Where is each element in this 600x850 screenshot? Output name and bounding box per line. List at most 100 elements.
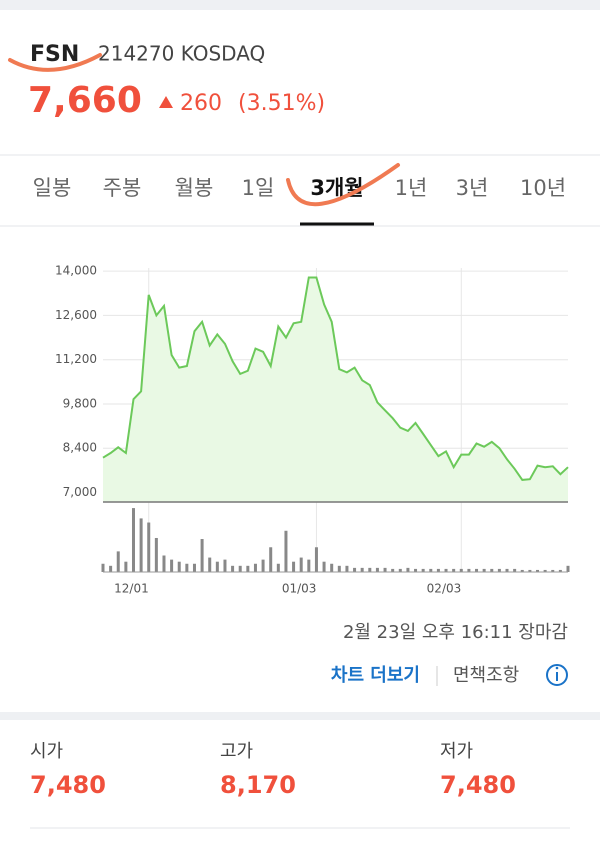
volume-bar	[391, 568, 395, 572]
x-tick-label: 12/01	[114, 582, 149, 596]
y-tick-label: 12,600	[55, 308, 97, 322]
volume-bar	[261, 559, 265, 572]
volume-bar	[421, 568, 425, 572]
volume-bar	[215, 561, 219, 572]
volume-bar	[284, 530, 288, 572]
tab[interactable]: 1일	[242, 176, 275, 200]
volume-bar	[139, 518, 143, 572]
volume-bar	[223, 559, 227, 572]
change: 260	[180, 91, 222, 116]
stat-value: 7,480	[440, 771, 516, 799]
stock-code: 214270 KOSDAQ	[98, 42, 265, 66]
x-tick-label: 02/03	[427, 582, 462, 596]
volume-bar	[231, 565, 235, 572]
volume-bar	[558, 569, 562, 572]
volume-bar	[436, 568, 440, 572]
volume-bar	[490, 568, 494, 572]
stat-label: 고가	[220, 741, 253, 762]
volume-bar	[414, 568, 418, 572]
volume-bar	[269, 547, 273, 572]
up-arrow	[159, 96, 173, 108]
volume-bar	[383, 567, 387, 572]
stat-label: 시가	[30, 741, 63, 762]
more-chart-link[interactable]: 차트 더보기	[331, 665, 420, 686]
volume-bar	[299, 557, 303, 572]
volume-bar	[513, 568, 517, 572]
info-icon-dot	[555, 666, 559, 670]
change-pct: (3.51%)	[238, 91, 325, 116]
volume-bar	[368, 567, 372, 572]
volume-bar	[322, 561, 326, 572]
tab[interactable]: 월봉	[175, 176, 214, 200]
tab[interactable]: 3개월	[310, 176, 363, 200]
volume-bar	[398, 568, 402, 572]
y-tick-label: 8,400	[63, 441, 97, 455]
price: 7,660	[28, 80, 142, 121]
y-tick-label: 7,000	[63, 485, 97, 499]
volume-bar	[406, 567, 410, 572]
volume-bar	[208, 557, 212, 572]
volume-bar	[246, 565, 250, 572]
volume-bar	[543, 569, 547, 572]
disclaimer-link[interactable]: 면책조항	[453, 665, 519, 686]
volume-bar	[330, 563, 334, 572]
volume-bar	[566, 565, 570, 572]
tab[interactable]: 1년	[395, 176, 428, 200]
volume-bar	[452, 568, 456, 572]
volume-bar	[177, 561, 181, 572]
volume-bar	[482, 568, 486, 572]
volume-bar	[162, 555, 166, 572]
timestamp: 2월 23일 오후 16:11 장마감	[343, 622, 568, 643]
stat-value: 8,170	[220, 771, 296, 799]
volume-bar	[116, 551, 120, 572]
info-icon[interactable]	[546, 664, 568, 686]
tab[interactable]: 3년	[456, 176, 489, 200]
scribble	[286, 163, 400, 207]
volume-bar	[520, 569, 524, 572]
volume-bar	[551, 569, 555, 572]
volume-bar	[475, 568, 479, 572]
volume-bar	[154, 537, 158, 572]
stats: 시가 7,480 고가 8,170 저가 7,480	[30, 741, 516, 799]
volume-bar	[459, 568, 463, 572]
volume-bar	[444, 568, 448, 572]
volume-bar	[375, 567, 379, 572]
volume-bar	[147, 522, 151, 572]
tab[interactable]: 주봉	[103, 176, 142, 200]
volume-bar	[192, 563, 196, 572]
stat-label: 저가	[440, 741, 473, 762]
tab[interactable]: 10년	[520, 176, 566, 200]
volume-bar	[353, 567, 357, 572]
top-band	[0, 0, 600, 10]
volume-bar	[467, 568, 471, 572]
ticker: FSN	[30, 42, 79, 67]
scribble	[8, 53, 102, 72]
volume-bar	[101, 563, 105, 572]
volume-bar	[360, 567, 364, 572]
tab[interactable]: 일봉	[33, 176, 72, 200]
volume-bar	[497, 568, 501, 572]
x-tick-label: 01/03	[282, 582, 317, 596]
volume-bar	[238, 565, 242, 572]
volume-bar	[292, 561, 296, 572]
tabs: 일봉 주봉 월봉 1일 3개월 1년 3년 10년	[33, 163, 566, 226]
chart: 7,000 8,400 9,800 11,200 12,600 14,000 12/01 01…	[55, 264, 570, 596]
y-tick-label: 14,000	[55, 264, 97, 278]
volume-bar	[200, 539, 204, 572]
price-area	[103, 277, 568, 502]
volume-bar	[276, 563, 280, 572]
volume-bar	[131, 508, 135, 572]
price-line	[102, 276, 569, 481]
stat-value: 7,480	[30, 771, 106, 799]
volume-bar	[337, 565, 341, 572]
volume-bar	[505, 568, 509, 572]
volume-bar	[314, 547, 318, 572]
volume-bar	[170, 559, 174, 572]
volume-bar	[429, 568, 433, 572]
volume-bar	[307, 559, 311, 572]
volume-bar	[185, 563, 189, 572]
volume-bar	[528, 569, 532, 572]
volume-bar	[253, 563, 257, 572]
